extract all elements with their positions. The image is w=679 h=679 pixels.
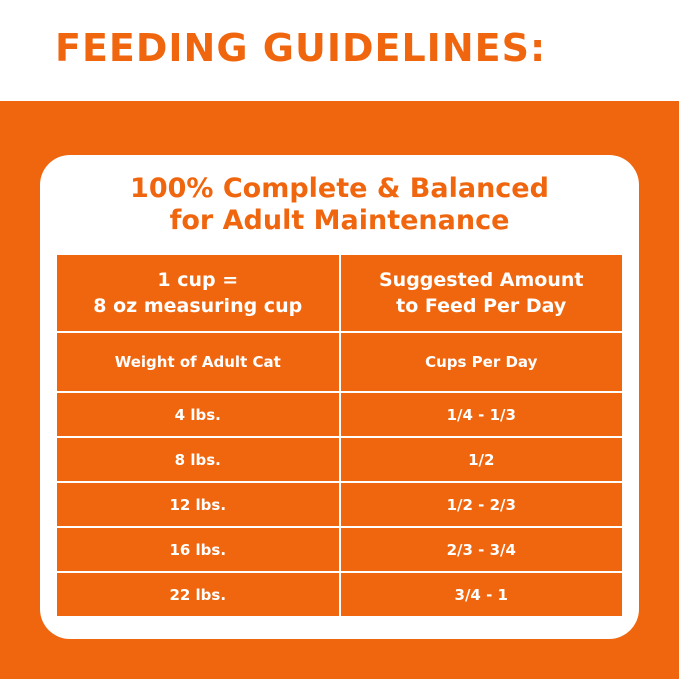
feeding-table: 1 cup = 8 oz measuring cup Suggested Amoun… — [57, 255, 622, 618]
data-row: 12 lbs. 1/2 - 2/3 — [57, 481, 622, 528]
header-cell: Suggested Amount to Feed Per Day — [338, 255, 622, 333]
header-line: 1 cup = — [157, 269, 239, 291]
data-row: 22 lbs. 3/4 - 1 — [57, 571, 622, 618]
card-title-line: 100% Complete & Balanced — [130, 173, 549, 204]
data-row: 8 lbs. 1/2 — [57, 436, 622, 483]
data-cell: 1/2 - 2/3 — [338, 481, 622, 528]
card: 100% Complete & Balanced for Adult Maint… — [40, 155, 639, 639]
data-cell: 3/4 - 1 — [338, 571, 622, 618]
card-title: 100% Complete & Balanced for Adult Maint… — [40, 173, 639, 237]
data-cell: 4 lbs. — [57, 391, 341, 438]
column-header: Cups Per Day — [338, 331, 622, 393]
data-row: 4 lbs. 1/4 - 1/3 — [57, 391, 622, 438]
table-body: 1 cup = 8 oz measuring cup Suggested Amoun… — [57, 255, 622, 618]
header: FEEDING GUIDELINES: — [0, 0, 679, 101]
data-cell: 2/3 - 3/4 — [338, 526, 622, 573]
header-line: to Feed Per Day — [396, 295, 567, 317]
data-cell: 1/4 - 1/3 — [338, 391, 622, 438]
header-line: 8 oz measuring cup — [93, 295, 303, 317]
data-cell: 16 lbs. — [57, 526, 341, 573]
header-line: Suggested Amount — [379, 269, 584, 291]
data-cell: 1/2 — [338, 436, 622, 483]
header-cell: 1 cup = 8 oz measuring cup — [57, 255, 341, 333]
header-row: 1 cup = 8 oz measuring cup Suggested Amoun… — [57, 255, 622, 333]
data-cell: 8 lbs. — [57, 436, 341, 483]
data-row: 16 lbs. 2/3 - 3/4 — [57, 526, 622, 573]
data-cell: 22 lbs. — [57, 571, 341, 618]
card-title-line: for Adult Maintenance — [169, 205, 510, 236]
column-header: Weight of Adult Cat — [57, 331, 341, 393]
data-cell: 12 lbs. — [57, 481, 341, 528]
page-title: FEEDING GUIDELINES: — [55, 26, 547, 70]
column-row: Weight of Adult Cat Cups Per Day — [57, 331, 622, 393]
